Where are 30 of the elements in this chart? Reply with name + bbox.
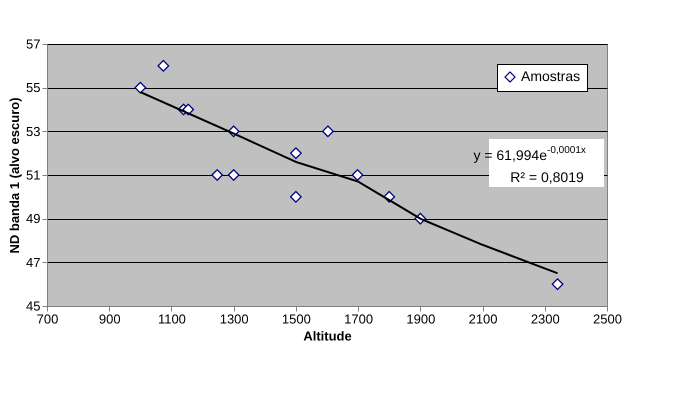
annotation: R² = 0,8019 xyxy=(510,169,584,185)
y-tick-label: 57 xyxy=(26,36,40,52)
point xyxy=(157,60,170,72)
y-tick-label: 47 xyxy=(26,254,40,270)
y-tick-label: 55 xyxy=(26,80,40,96)
point xyxy=(211,169,224,181)
x-tick-label: 1300 xyxy=(220,312,249,326)
point xyxy=(134,82,146,94)
y-axis-title: ND banda 1 (alvo escuro) xyxy=(7,97,22,254)
x-tick-label: 1900 xyxy=(406,312,436,326)
x-axis-title: Altitude xyxy=(303,328,352,344)
x-tick-label: 1700 xyxy=(344,312,374,326)
x-tick-label: 2500 xyxy=(593,312,622,326)
y-tick-label: 53 xyxy=(26,124,40,139)
y-tick-label: 49 xyxy=(26,211,40,226)
point xyxy=(290,190,302,203)
x-tick-label: 2300 xyxy=(530,312,560,326)
x-tick-label: 1500 xyxy=(282,312,311,326)
y-tick-label: 45 xyxy=(26,298,40,314)
point xyxy=(228,169,240,181)
y-tick-label: 51 xyxy=(26,168,40,182)
point xyxy=(322,125,334,138)
x-tick-label: 1100 xyxy=(158,312,186,326)
x-tick-label: 2100 xyxy=(468,312,498,326)
point xyxy=(290,147,302,160)
point xyxy=(352,169,364,181)
legend-label: Amostras xyxy=(521,68,580,84)
x-tick-label: 900 xyxy=(98,312,121,326)
x-tick-label: 700 xyxy=(36,312,58,326)
point xyxy=(552,278,564,290)
